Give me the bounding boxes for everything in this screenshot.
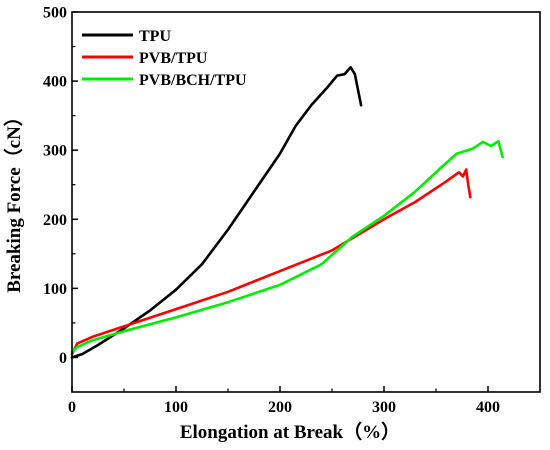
x-tick-label-2: 200 (268, 399, 292, 416)
legend-label-1: PVB/TPU (139, 50, 208, 67)
plot-lines (70, 66, 504, 359)
series-line-2 (70, 139, 504, 354)
axes (71, 11, 541, 393)
x-tick-label-1: 100 (164, 399, 188, 416)
legend-label-0: TPU (139, 28, 171, 45)
y-axis-title: Breaking Force（cN） (2, 107, 25, 293)
legend-label-2: PVB/BCH/TPU (139, 72, 247, 89)
y-tick-label-1: 100 (43, 281, 67, 298)
x-axis-title: Elongation at Break（%） (180, 420, 400, 443)
series-line-0 (70, 66, 363, 359)
y-tick-label-5: 500 (43, 5, 67, 22)
series-line-1 (70, 168, 472, 356)
y-tick-label-3: 300 (43, 143, 67, 160)
legend: TPU PVB/TPU PVB/BCH/TPU (82, 28, 247, 89)
x-tick-label-4: 400 (476, 399, 500, 416)
y-tick-label-4: 400 (43, 74, 67, 91)
y-tick-label-2: 200 (43, 212, 67, 229)
y-tick-label-0: 0 (59, 350, 67, 367)
plot-frame (71, 11, 541, 393)
ticks: 0 100 200 300 400 0 100 200 300 400 500 (43, 5, 500, 417)
x-tick-label-0: 0 (68, 399, 76, 416)
x-tick-label-3: 300 (372, 399, 396, 416)
